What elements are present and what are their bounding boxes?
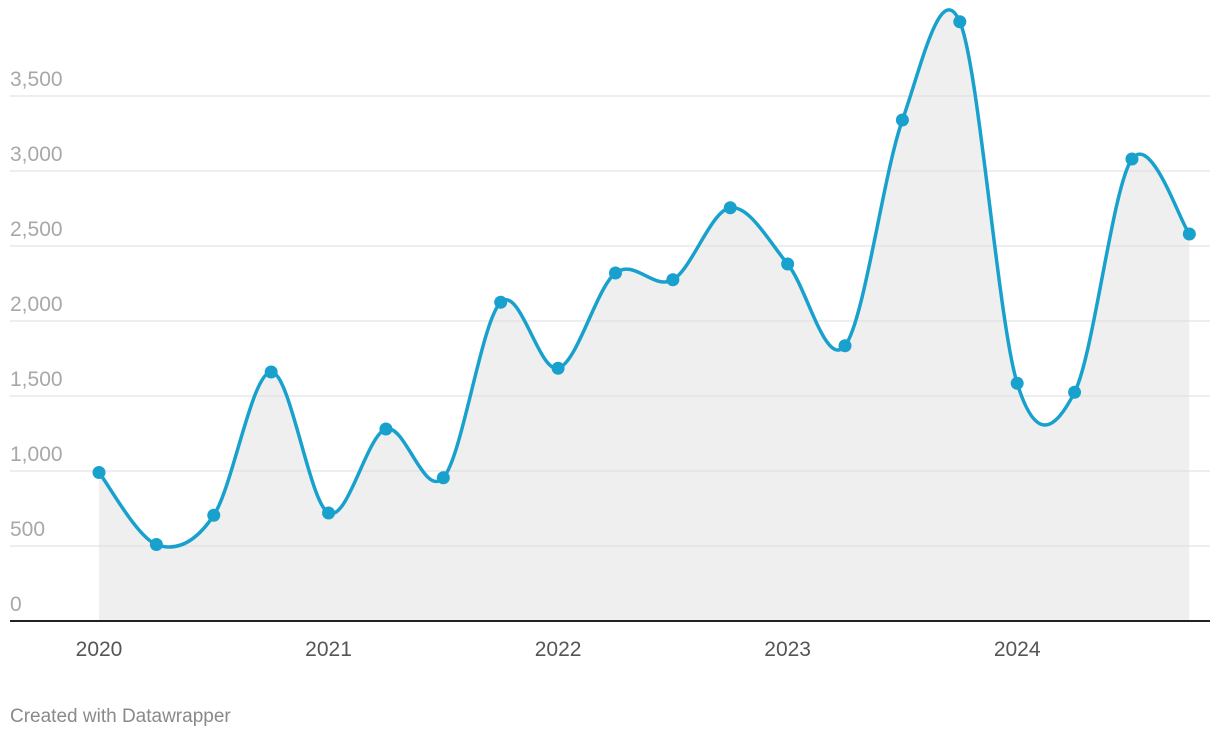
x-tick-label: 2021 <box>305 638 352 661</box>
data-point <box>608 266 622 280</box>
data-point <box>149 538 163 551</box>
data-point <box>264 365 278 379</box>
data-point <box>838 339 852 353</box>
data-point <box>723 201 737 215</box>
data-point <box>1125 152 1139 166</box>
data-point <box>551 361 565 375</box>
data-point <box>92 466 106 479</box>
x-tick-label: 2020 <box>76 638 123 661</box>
x-tick-label: 2024 <box>994 638 1041 661</box>
data-point <box>1182 227 1196 241</box>
data-point <box>1068 385 1082 399</box>
footer: Created with Datawrapper <box>10 706 231 727</box>
data-point <box>895 113 909 127</box>
data-point <box>781 257 795 271</box>
data-point <box>1010 376 1024 390</box>
data-point <box>666 273 680 287</box>
data-point <box>494 295 508 309</box>
y-tick-label: 500 <box>10 518 45 541</box>
y-tick-label: 0 <box>10 593 22 616</box>
y-tick-label: 2,500 <box>10 218 63 241</box>
area <box>99 9 1190 621</box>
data-point <box>436 471 450 485</box>
data-point <box>322 506 336 520</box>
x-tick-label: 2022 <box>535 638 582 661</box>
data-point <box>207 508 221 522</box>
y-tick-label: 3,000 <box>10 143 63 166</box>
y-tick-label: 3,500 <box>10 68 63 91</box>
y-tick-label: 1,500 <box>10 368 63 391</box>
data-point <box>379 422 393 436</box>
y-tick-label: 2,000 <box>10 293 63 316</box>
x-tick-label: 2023 <box>764 638 811 661</box>
y-tick-label: 1,000 <box>10 443 63 466</box>
data-point <box>953 15 967 29</box>
